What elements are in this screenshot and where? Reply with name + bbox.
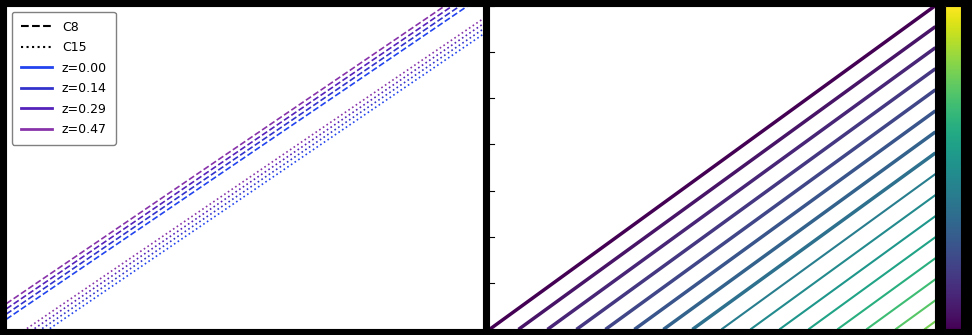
Legend: C8, C15, z=0.00, z=0.14, z=0.29, z=0.47: C8, C15, z=0.00, z=0.14, z=0.29, z=0.47 — [12, 12, 116, 145]
